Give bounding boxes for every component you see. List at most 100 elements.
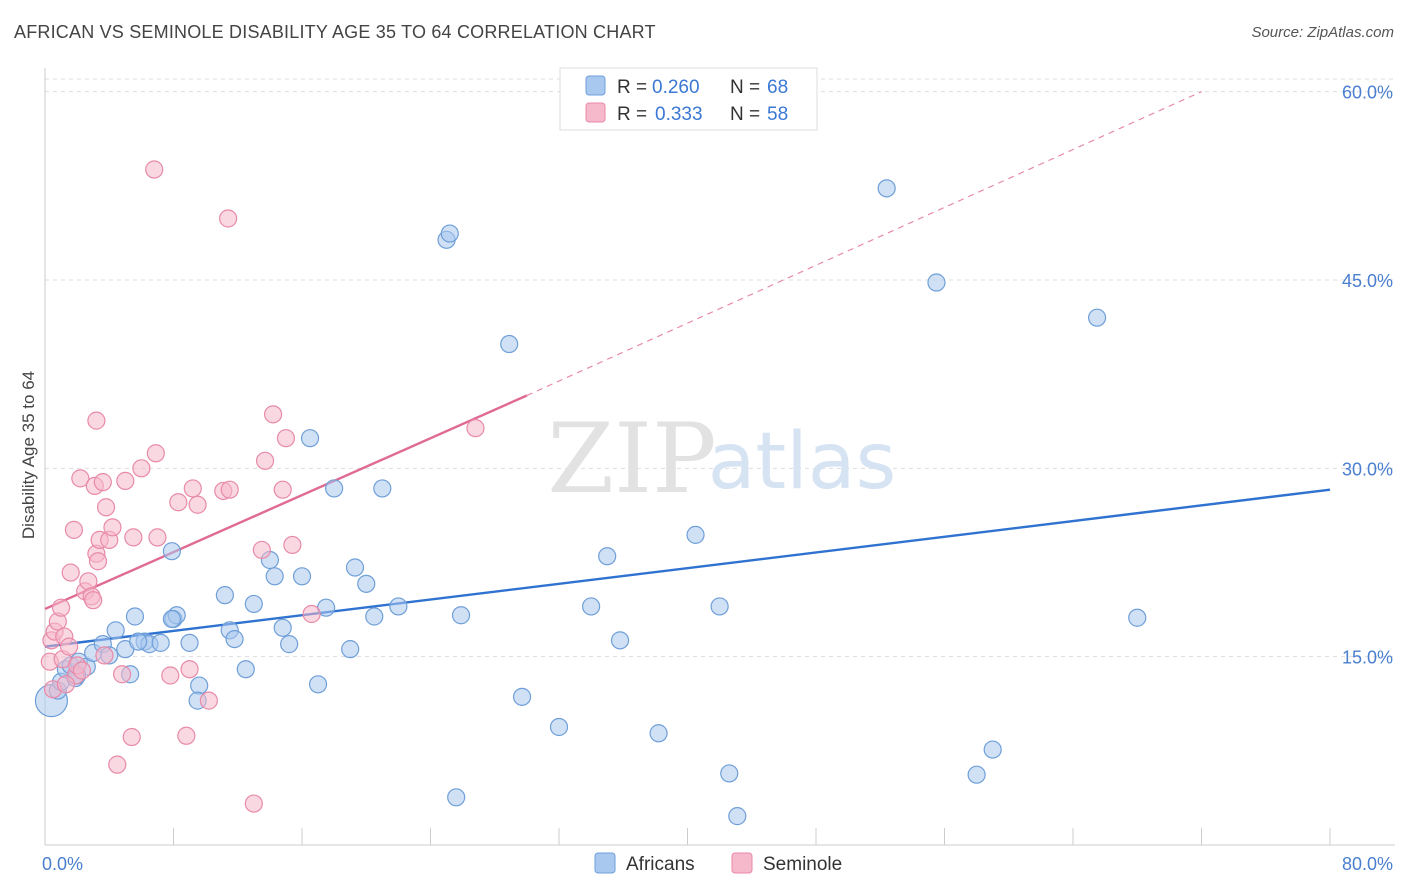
africans-point	[300, 429, 320, 448]
africans-point	[610, 631, 630, 650]
africans-point	[151, 633, 170, 652]
seminole-point	[273, 480, 292, 499]
bottom-legend-seminole-label: Seminole	[763, 854, 842, 875]
africans-point	[190, 676, 209, 695]
seminole-point	[145, 160, 164, 179]
seminole-point	[96, 498, 116, 517]
seminole-point	[148, 528, 167, 547]
y-tick-label-1: 30.0%	[1342, 459, 1393, 479]
source-label: Source: ZipAtlas.com	[1251, 24, 1394, 41]
seminole-point	[146, 444, 165, 463]
africans-point	[345, 558, 365, 577]
seminole-points	[40, 160, 485, 813]
africans-point	[877, 179, 896, 198]
africans-point	[447, 788, 466, 807]
trend-lines	[44, 91, 1331, 648]
seminole-point	[220, 480, 239, 499]
africans-point	[280, 635, 299, 654]
seminole-point	[252, 540, 271, 560]
africans-point	[500, 334, 519, 354]
axes	[44, 68, 1395, 846]
seminole-point	[263, 405, 283, 424]
africans-point	[215, 586, 234, 605]
africans-point	[129, 632, 148, 651]
seminole-point	[112, 665, 132, 684]
seminole-point	[161, 666, 180, 685]
seminole-point	[219, 209, 238, 228]
africans-point	[927, 273, 946, 292]
x-tick-label-min: 0.0%	[42, 854, 83, 874]
y-tick-label-2: 45.0%	[1342, 271, 1393, 291]
legend-africans-n-value: 68	[767, 77, 788, 98]
seminole-point	[72, 661, 92, 680]
watermark: ZIP atlas	[547, 403, 896, 515]
seminole-point	[84, 591, 103, 610]
africans-trend-line	[44, 488, 1331, 648]
seminole-point	[108, 755, 127, 774]
africans-point	[582, 597, 601, 616]
africans-point	[308, 675, 328, 694]
gridlines	[45, 78, 1395, 658]
africans-point	[649, 724, 668, 743]
legend-africans-r-label: R =	[617, 77, 647, 98]
seminole-point	[169, 493, 188, 512]
seminole-point	[103, 518, 122, 537]
y-tick-label-0: 15.0%	[1342, 648, 1393, 668]
africans-point	[710, 597, 729, 616]
legend-africans-swatch	[585, 75, 606, 96]
seminole-point	[466, 419, 485, 438]
africans-point	[162, 609, 181, 629]
africans-point	[728, 807, 747, 826]
africans-point	[106, 621, 125, 640]
seminole-point	[283, 535, 302, 555]
seminole-point	[183, 479, 202, 498]
africans-point	[236, 660, 255, 679]
y-axis-label: Disability Age 35 to 64	[19, 371, 38, 539]
legend-seminole-r-label: R =	[617, 104, 647, 125]
africans-point	[440, 224, 459, 243]
seminole-point	[71, 469, 90, 488]
africans-point	[273, 618, 292, 637]
seminole-point	[56, 675, 75, 694]
seminole-point	[244, 794, 263, 813]
seminole-point	[79, 572, 98, 591]
x-tick-label-max: 80.0%	[1342, 854, 1393, 874]
seminole-trend-line	[44, 394, 528, 611]
seminole-point	[61, 563, 80, 582]
africans-point	[598, 547, 617, 566]
seminole-point	[276, 429, 296, 448]
africans-point	[357, 574, 376, 593]
africans-point	[549, 717, 569, 737]
legend-seminole-n-label: N =	[730, 104, 760, 125]
seminole-point	[199, 691, 218, 710]
africans-point	[983, 740, 1002, 759]
seminole-point	[124, 528, 143, 547]
seminole-point	[188, 495, 207, 514]
legend: R = 0.260 N = 68 R = 0.333 N = 58	[559, 67, 818, 131]
seminole-point	[177, 726, 196, 745]
africans-point	[180, 633, 199, 652]
seminole-trend-extension	[526, 91, 1202, 397]
seminole-point	[88, 552, 108, 571]
watermark-zip: ZIP	[547, 403, 716, 515]
africans-point	[162, 542, 181, 561]
africans-point	[244, 594, 263, 614]
seminole-point	[180, 660, 199, 679]
seminole-point	[59, 637, 79, 656]
legend-africans-n-label: N =	[730, 77, 760, 98]
seminole-point	[64, 520, 84, 539]
africans-point	[389, 597, 408, 616]
africans-point	[686, 525, 705, 544]
seminole-point	[122, 727, 141, 747]
africans-point	[720, 764, 739, 783]
bottom-legend-africans-swatch	[594, 852, 616, 874]
legend-africans-r-value: 0.260	[652, 77, 700, 98]
legend-seminole-r-value: 0.333	[655, 104, 703, 125]
legend-seminole-swatch	[585, 102, 606, 123]
africans-point	[341, 640, 360, 659]
legend-seminole-n-value: 58	[767, 104, 788, 125]
africans-point	[292, 567, 312, 586]
bottom-legend: Africans Seminole	[594, 852, 842, 875]
seminole-point	[302, 604, 321, 624]
